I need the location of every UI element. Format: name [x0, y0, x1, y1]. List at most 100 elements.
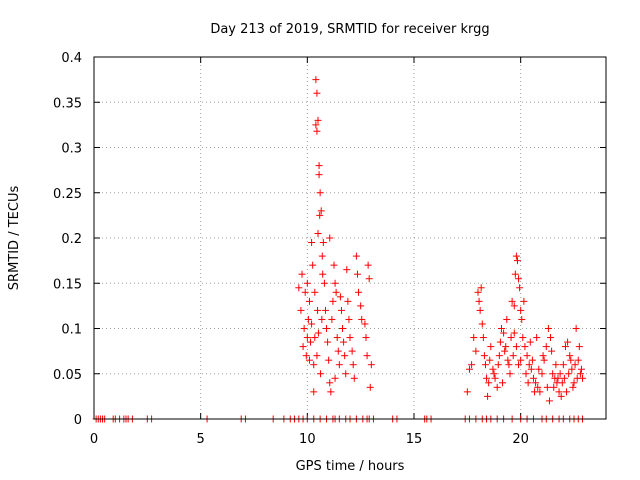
data-point-marker	[326, 234, 334, 242]
data-point-marker	[323, 325, 331, 332]
data-point-marker	[505, 361, 513, 369]
data-point-marker	[574, 356, 582, 364]
data-point-marker	[489, 365, 497, 373]
data-point-marker	[506, 370, 514, 378]
data-point-marker	[317, 370, 325, 378]
data-point-marker	[298, 270, 306, 278]
data-point-marker	[512, 343, 520, 351]
data-points	[92, 76, 587, 423]
data-point-marker	[361, 320, 369, 328]
data-point-marker	[567, 356, 575, 364]
data-point-marker	[357, 302, 365, 310]
data-point-marker	[313, 352, 321, 360]
data-point-marker	[317, 207, 325, 215]
data-point-marker	[336, 293, 344, 301]
plot-frame	[93, 56, 607, 420]
data-point-marker	[312, 76, 320, 84]
data-point-marker	[350, 374, 358, 382]
data-point-marker	[314, 116, 322, 124]
y-tick-label: 0.4	[61, 51, 82, 66]
data-point-marker	[303, 334, 311, 342]
data-point-marker	[297, 306, 305, 314]
data-point-marker	[319, 239, 327, 247]
data-point-marker	[556, 370, 564, 378]
data-point-marker	[321, 306, 329, 314]
data-point-marker	[516, 284, 524, 292]
data-point-marker	[487, 343, 495, 351]
y-tick-label: 0.15	[53, 277, 82, 292]
data-point-marker	[480, 352, 488, 360]
data-point-marker	[518, 315, 526, 323]
data-point-marker	[345, 315, 353, 323]
data-point-marker	[315, 171, 323, 179]
data-point-marker	[533, 334, 541, 342]
x-tick-label: 20	[512, 432, 529, 447]
data-point-marker	[486, 356, 494, 364]
y-tick-label: 0.2	[61, 232, 82, 247]
data-point-marker	[532, 379, 540, 387]
data-point-marker	[531, 388, 539, 396]
data-point-marker	[509, 352, 517, 360]
y-tick-label: 0.25	[53, 187, 82, 202]
data-point-marker	[326, 379, 334, 387]
data-point-marker	[332, 288, 340, 296]
x-axis-label: GPS time / hours	[296, 459, 405, 474]
data-point-marker	[349, 361, 357, 369]
data-point-marker	[508, 297, 516, 305]
data-point-marker	[550, 383, 558, 391]
data-point-marker	[313, 89, 321, 97]
data-point-marker	[560, 374, 568, 382]
data-point-marker	[337, 306, 345, 314]
data-point-marker	[561, 343, 569, 351]
data-point-marker	[485, 379, 493, 387]
data-point-marker	[571, 361, 579, 369]
data-point-marker	[352, 252, 360, 260]
data-point-marker	[314, 306, 322, 314]
data-point-marker	[504, 356, 512, 364]
data-point-marker	[348, 347, 356, 355]
data-point-marker	[340, 338, 348, 346]
data-point-marker	[325, 356, 333, 364]
data-point-marker	[572, 325, 580, 332]
data-point-marker	[545, 397, 553, 405]
data-point-marker	[342, 370, 350, 378]
y-tick-label: 0.1	[61, 323, 82, 338]
data-point-marker	[331, 279, 339, 287]
data-point-marker	[484, 392, 492, 400]
data-point-marker	[538, 370, 546, 378]
data-point-marker	[358, 315, 366, 323]
data-point-marker	[523, 352, 531, 360]
data-point-marker	[479, 334, 487, 342]
data-point-marker	[468, 361, 476, 369]
data-point-marker	[474, 288, 482, 296]
data-point-marker	[335, 361, 343, 369]
data-point-marker	[577, 365, 585, 373]
data-point-marker	[515, 361, 523, 369]
data-point-marker	[558, 379, 566, 387]
data-point-marker	[491, 374, 499, 382]
data-point-marker	[315, 162, 323, 170]
data-point-marker	[324, 338, 332, 346]
data-point-marker	[316, 189, 324, 197]
data-point-marker	[344, 297, 352, 305]
data-point-marker	[301, 288, 309, 296]
data-point-marker	[549, 370, 557, 378]
data-point-marker	[318, 315, 326, 323]
data-point-marker	[490, 370, 498, 378]
data-point-marker	[500, 329, 508, 337]
y-axis-label: SRMTID / TECUs	[7, 186, 22, 291]
data-point-marker	[510, 329, 518, 337]
data-point-marker	[511, 270, 519, 278]
data-point-marker	[525, 361, 533, 369]
data-point-marker	[570, 379, 578, 387]
data-point-marker	[327, 388, 335, 396]
data-point-marker	[366, 383, 374, 391]
data-point-marker	[481, 361, 489, 369]
data-point-marker	[362, 334, 370, 342]
y-tick-label: 0.35	[53, 96, 82, 111]
data-point-marker	[543, 383, 551, 391]
data-point-marker	[483, 374, 491, 382]
data-point-marker	[343, 266, 351, 274]
data-point-marker	[312, 121, 320, 129]
chart-title: Day 213 of 2019, SRMTID for receiver krg…	[210, 22, 489, 37]
